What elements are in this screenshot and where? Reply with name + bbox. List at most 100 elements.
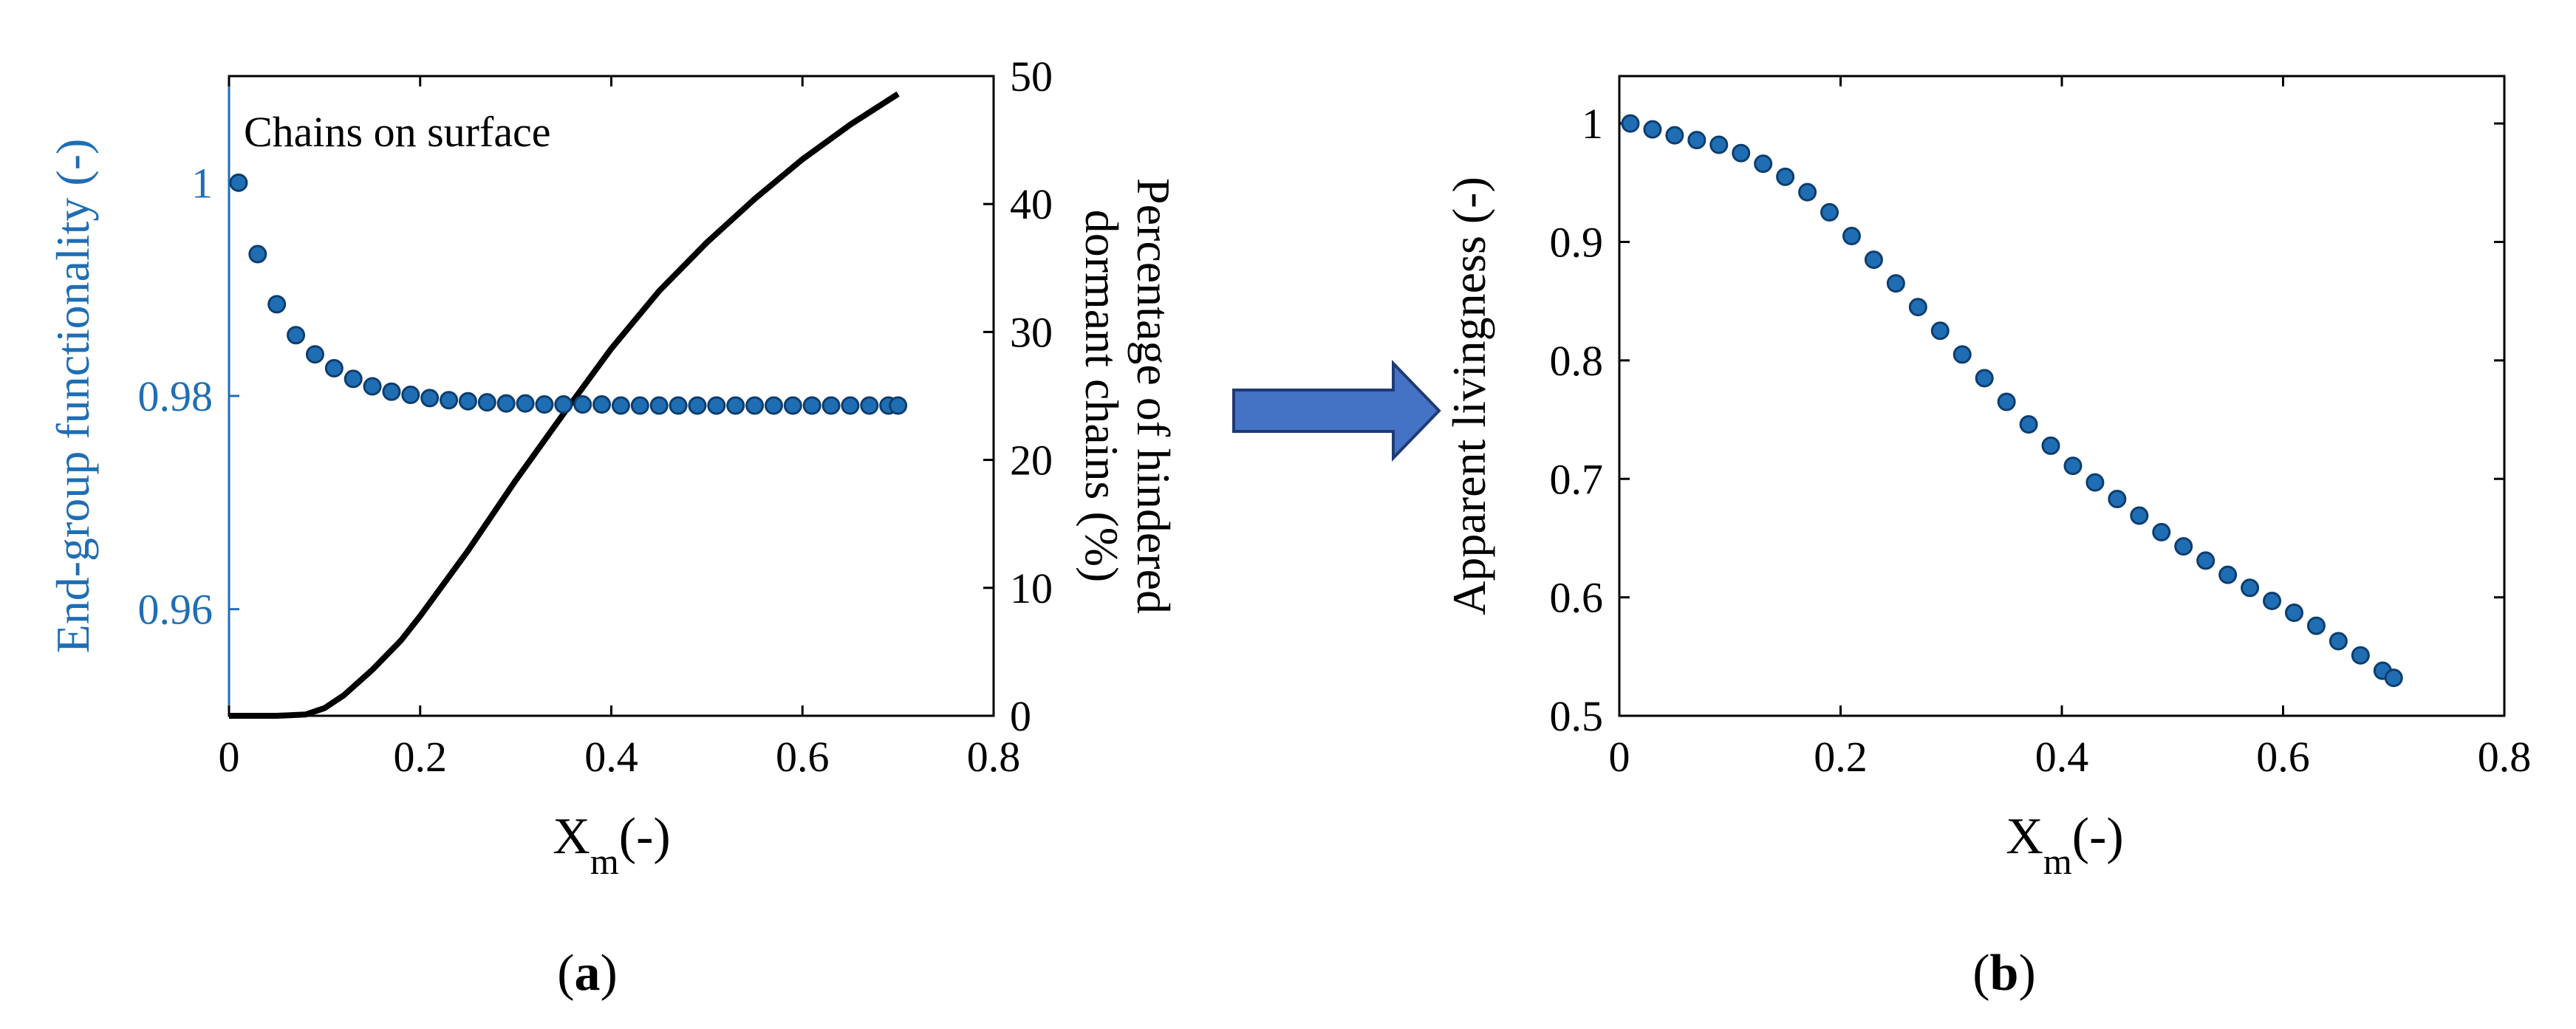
panel-a-x-tick-label: 0 (219, 733, 240, 781)
panel-a-data-point (344, 369, 363, 389)
panel-a-data-point (707, 396, 726, 415)
panel-a-data-point (573, 395, 592, 414)
panel-b-data-point (2306, 616, 2326, 635)
panel-b-data-point (2241, 578, 2260, 598)
panel-b-data-point (1864, 250, 1883, 270)
panel-a-data-point (783, 396, 802, 415)
panel-a-x-label-suffix: (-) (619, 808, 671, 865)
panel-b-data-point (2174, 537, 2193, 556)
panel-a-data-point (477, 393, 496, 412)
panel-a-data-point (420, 389, 440, 408)
panel-b-x-tick-label: 0.8 (2478, 733, 2532, 781)
panel-b-data-point (1665, 126, 1684, 145)
panel-b-x-ticks: 0 0.2 0.4 0.6 0.8 (1609, 76, 2532, 781)
panel-b-y-ticks: 0.5 0.6 0.7 0.8 0.9 1 (1550, 100, 2504, 740)
panel-a-right-y-tick-label: 40 (1010, 180, 1053, 228)
panel-a-x-tick-label: 0.8 (967, 733, 1021, 781)
panel-b-data-point (2284, 603, 2303, 622)
panel-a-right-y-label-line2: dormant chains (%) (1076, 210, 1128, 583)
panel-b-x-label-subscript: m (2043, 841, 2072, 882)
panel-a-left-y-tick-label: 0.96 (138, 586, 213, 634)
panel-a-data-point (516, 394, 535, 413)
panel-a-x-tick-label: 0.4 (584, 733, 638, 781)
panel-b-marker-series (1621, 114, 2403, 688)
panel-a-hindered-chains-line (229, 91, 900, 719)
panel-b-plot-frame (1618, 75, 2506, 717)
panel-b-x-tick-label: 0 (1609, 733, 1630, 781)
panel-a-line-series (229, 91, 900, 719)
panel-b-data-point (2351, 646, 2370, 665)
panel-a-data-point (496, 394, 516, 413)
panel-a-x-label-main: X (553, 808, 590, 865)
panel-b-y-label: Apparent livingness (-) (1443, 177, 1495, 615)
panel-b-data-point (1732, 143, 1751, 163)
panel-a-data-point (611, 396, 630, 415)
panel-b-data-point (1975, 369, 1994, 388)
panel-a-data-point (669, 396, 688, 415)
panel-a-right-y-tick-label: 10 (1010, 564, 1053, 612)
panel-b-caption: (b) (1972, 945, 2036, 1002)
panel-a-data-point (401, 386, 420, 405)
panel-a-data-point (229, 173, 248, 192)
panel-b-data-point (2041, 436, 2060, 455)
panel-a-left-y-label: End-group functionality (-) (47, 139, 99, 654)
panel-a-data-point (688, 396, 707, 415)
panel-b-x-label: Xm(-) (2006, 808, 2123, 882)
panel-b-data-point (1776, 167, 1795, 186)
panel-b-x-label-suffix: (-) (2072, 808, 2124, 865)
panel-a-data-point (458, 392, 477, 411)
panel-b-data-point (2218, 565, 2238, 584)
panel-b-y-tick-label: 0.6 (1550, 574, 1604, 622)
panel-a-data-point (860, 396, 879, 415)
panel-a-data-point (363, 377, 382, 396)
panel-b-data-point (1687, 131, 1706, 150)
panel-a-data-point (764, 396, 783, 415)
panel-a-data-point (745, 396, 765, 415)
panel-a-data-point (305, 345, 324, 364)
panel-a-data-point (821, 396, 841, 415)
panel-b-data-point (2384, 669, 2403, 688)
panel-b-y-tick-label: 0.9 (1550, 219, 1604, 267)
panel-a-data-point (889, 396, 908, 415)
panel-b-y-tick-label: 0.8 (1550, 337, 1604, 385)
panel-b-data-point (1754, 154, 1773, 174)
panel-a-left-y-ticks: 0.96 0.98 1 (138, 159, 239, 634)
panel-b-y-tick-label: 0.5 (1550, 692, 1604, 740)
panel-a-data-point (535, 395, 554, 414)
panel-b-data-point (1621, 114, 1640, 133)
panel-a-right-y-tick-label: 30 (1010, 308, 1053, 356)
panel-a-data-point (649, 396, 669, 415)
panel-a-left-y-tick-label: 0.98 (138, 372, 213, 420)
panel-a-left-y-tick-label: 1 (191, 159, 213, 207)
panel-b-data-point (1842, 227, 1861, 245)
panel-a-data-point (630, 396, 649, 415)
panel-a-right-y-ticks: 0 10 20 30 40 50 (983, 52, 1053, 740)
panel-b-data-point (2263, 591, 2282, 610)
panel-b-x-tick-label: 0.4 (2035, 733, 2089, 781)
panel-b-data-point (1930, 321, 1950, 341)
panel-a-caption: (a) (557, 945, 618, 1002)
panel-b-x-label-main: X (2006, 808, 2043, 865)
panel-b-data-point (1997, 392, 2016, 411)
panel-b-data-point (2085, 473, 2105, 492)
panel-a-data-point (382, 382, 401, 401)
panel-a-data-point (267, 295, 287, 314)
panel-b-data-point (2329, 632, 2348, 651)
panel-b: 0 0.2 0.4 0.6 0.8 0.5 0.6 0.7 0.8 0.9 1 Apparent … (1443, 75, 2532, 1002)
panel-a: 0 0.2 0.4 0.6 0.8 0.96 0.98 1 0 10 20 30 40 50 Chai… (47, 52, 1180, 1002)
panel-b-y-tick-label: 1 (1582, 100, 1603, 148)
panel-a-data-point (592, 395, 612, 414)
panel-b-data-point (2196, 551, 2215, 570)
panel-a-x-tick-label: 0.6 (776, 733, 830, 781)
panel-b-data-point (1908, 298, 1927, 317)
panel-a-right-y-tick-label: 20 (1010, 437, 1053, 485)
panel-b-caption-label: b (1990, 945, 2019, 1002)
panel-b-data-point (2152, 522, 2171, 541)
panel-a-marker-series (229, 173, 908, 415)
panel-a-right-y-label-line1: Percentage of hindered (1127, 178, 1180, 614)
panel-b-x-tick-label: 0.2 (1814, 733, 1868, 781)
panel-a-x-tick-label: 0.2 (394, 733, 448, 781)
panel-b-x-tick-label: 0.6 (2256, 733, 2310, 781)
panel-a-right-y-tick-label: 0 (1010, 692, 1031, 740)
